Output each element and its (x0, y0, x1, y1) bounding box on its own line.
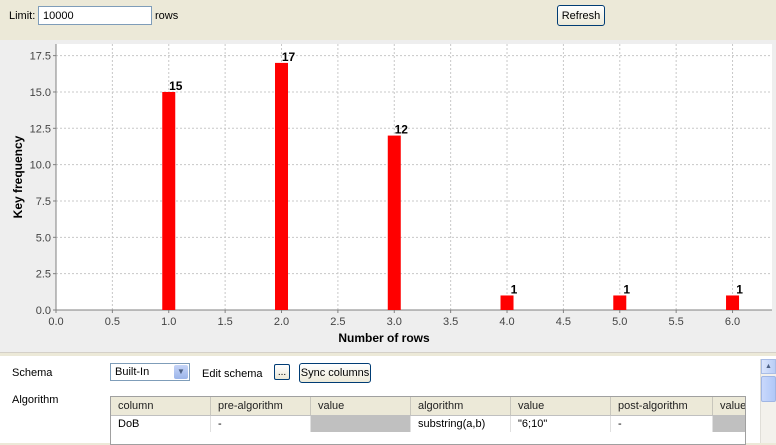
rows-label: rows (155, 10, 179, 22)
x-tick-label: 2.0 (274, 316, 289, 328)
x-tick-label: 2.5 (330, 316, 345, 328)
cell-column[interactable]: DoB (111, 416, 211, 432)
y-tick-label: 17.5 (30, 51, 51, 63)
chevron-down-icon[interactable]: ▼ (174, 365, 188, 379)
scrollbar-thumb[interactable] (761, 376, 776, 402)
plot-background (56, 44, 772, 310)
bar-data-label: 15 (169, 79, 183, 93)
algorithm-table: column pre-algorithm value algorithm val… (110, 396, 746, 445)
chart-bar (500, 295, 514, 310)
refresh-button[interactable]: Refresh (557, 5, 605, 26)
bar-data-label: 17 (282, 50, 296, 64)
chart-svg: 0.0 0.5 1.0 1.5 2.0 2.5 3.0 3.5 4.0 4.5 5.0 5.5 6.0 0… (11, 44, 772, 345)
bar-data-label: 1 (736, 282, 743, 296)
y-tick-label: 7.5 (36, 196, 51, 208)
header-pre-value[interactable]: value (311, 397, 411, 415)
y-tick-label: 2.5 (36, 269, 51, 281)
bar-data-label: 12 (395, 123, 409, 137)
x-tick-label: 1.5 (217, 316, 232, 328)
x-tick-label: 4.0 (499, 316, 514, 328)
limit-input[interactable] (38, 6, 152, 25)
cell-value[interactable]: "6;10" (511, 416, 611, 432)
y-tick-label: 5.0 (36, 232, 51, 244)
algorithm-label: Algorithm (12, 394, 59, 406)
x-tick-label: 1.0 (161, 316, 176, 328)
header-algorithm[interactable]: algorithm (411, 397, 511, 415)
chart-bar (726, 295, 740, 310)
x-axis-title: Number of rows (338, 331, 430, 345)
chart-bar (613, 295, 627, 310)
x-tick-label: 0.5 (105, 316, 120, 328)
cell-post-value[interactable] (713, 416, 745, 432)
schema-selected-value: Built-In (115, 366, 150, 378)
x-tick-label: 4.5 (556, 316, 571, 328)
x-tick-label: 3.5 (443, 316, 458, 328)
limit-label: Limit: (9, 10, 36, 22)
x-tick-label: 6.0 (725, 316, 740, 328)
x-tick-label: 0.0 (48, 316, 63, 328)
edit-schema-button[interactable]: ... (274, 364, 290, 380)
panel-divider[interactable] (0, 352, 776, 357)
chart-bar (387, 135, 401, 310)
sync-columns-button[interactable]: Sync columns (299, 363, 371, 383)
header-post-value[interactable]: value (713, 397, 745, 415)
toolbar: Limit: rows Refresh (0, 0, 776, 40)
header-value[interactable]: value (511, 397, 611, 415)
cell-pre-value[interactable] (311, 416, 411, 432)
schema-select[interactable]: Built-In ▼ (110, 363, 190, 381)
scroll-up-arrow-icon[interactable]: ▲ (761, 359, 776, 374)
schema-label: Schema (12, 367, 53, 379)
x-tick-label: 5.5 (669, 316, 684, 328)
y-tick-label: 12.5 (30, 123, 51, 135)
key-frequency-chart: 0.0 0.5 1.0 1.5 2.0 2.5 3.0 3.5 4.0 4.5 5.0 5.5 6.0 0… (0, 40, 776, 352)
y-tick-label: 10.0 (30, 160, 51, 172)
settings-panel: Schema Built-In ▼ Edit schema ... Sync c… (0, 356, 776, 445)
chart-bar (275, 62, 289, 310)
cell-algorithm[interactable]: substring(a,b) (411, 416, 511, 432)
y-tick-label: 0.0 (36, 305, 51, 317)
vertical-scrollbar[interactable]: ▲ (760, 359, 776, 443)
edit-schema-label: Edit schema (202, 368, 263, 380)
x-tick-label: 3.0 (387, 316, 402, 328)
table-row[interactable]: DoB - substring(a,b) "6;10" - (111, 416, 745, 432)
y-tick-label: 15.0 (30, 87, 51, 99)
bar-data-label: 1 (623, 282, 630, 296)
chart-bar (162, 91, 176, 310)
y-axis-title: Key frequency (11, 135, 25, 218)
header-pre-algorithm[interactable]: pre-algorithm (211, 397, 311, 415)
header-column[interactable]: column (111, 397, 211, 415)
cell-post-algorithm[interactable]: - (611, 416, 713, 432)
x-tick-label: 5.0 (612, 316, 627, 328)
bar-data-label: 1 (511, 282, 518, 296)
cell-pre-algorithm[interactable]: - (211, 416, 311, 432)
table-header: column pre-algorithm value algorithm val… (111, 397, 745, 416)
header-post-algorithm[interactable]: post-algorithm (611, 397, 713, 415)
